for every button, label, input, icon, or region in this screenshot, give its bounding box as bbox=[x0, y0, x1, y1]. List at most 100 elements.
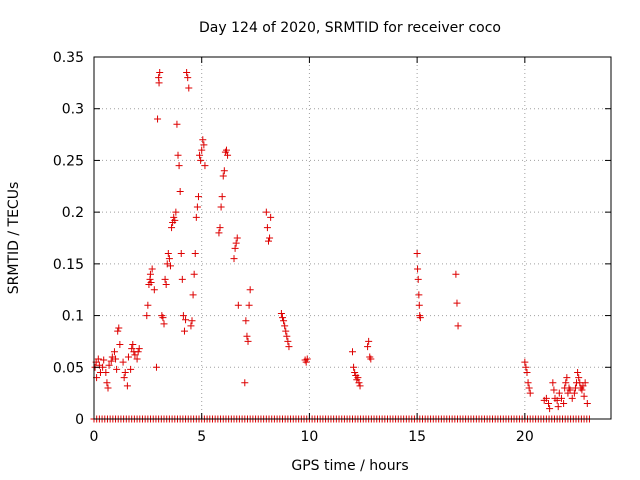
data-point bbox=[94, 355, 102, 363]
data-point bbox=[580, 392, 588, 400]
data-point bbox=[99, 363, 107, 371]
data-point bbox=[413, 250, 421, 258]
data-point bbox=[171, 216, 179, 224]
data-point bbox=[563, 374, 571, 382]
data-point bbox=[127, 365, 135, 373]
data-point bbox=[134, 348, 142, 356]
data-point bbox=[178, 275, 186, 283]
data-point bbox=[553, 396, 561, 404]
data-point bbox=[193, 203, 201, 211]
data-point bbox=[198, 146, 206, 154]
data-point bbox=[147, 278, 155, 286]
data-point bbox=[581, 379, 589, 387]
data-point bbox=[200, 141, 208, 149]
data-point bbox=[107, 357, 115, 365]
data-point bbox=[174, 151, 182, 159]
data-point bbox=[177, 250, 185, 258]
data-point bbox=[168, 224, 176, 232]
data-point bbox=[152, 363, 160, 371]
data-point bbox=[453, 299, 461, 307]
data-point bbox=[194, 193, 202, 201]
data-point bbox=[349, 348, 356, 356]
data-point bbox=[183, 69, 191, 77]
data-point bbox=[550, 386, 558, 394]
x-tick-label: 10 bbox=[301, 429, 319, 445]
data-point bbox=[351, 368, 359, 376]
data-point bbox=[415, 291, 423, 299]
data-point bbox=[164, 250, 172, 258]
data-point bbox=[196, 151, 204, 159]
data-point bbox=[187, 322, 195, 330]
data-point bbox=[570, 389, 578, 397]
data-point bbox=[103, 379, 111, 387]
data-point bbox=[129, 341, 137, 349]
data-point bbox=[124, 353, 132, 361]
data-point bbox=[175, 162, 183, 170]
data-point bbox=[131, 351, 139, 359]
axis-ticks bbox=[93, 56, 611, 420]
data-point bbox=[350, 363, 358, 371]
y-tick-labels: 0 0.05 0.1 0.15 0.2 0.25 0.3 0.35 bbox=[53, 50, 84, 428]
data-point bbox=[113, 365, 121, 373]
data-point bbox=[159, 314, 167, 322]
data-point bbox=[230, 255, 238, 263]
data-point bbox=[355, 379, 363, 387]
chart-title: Day 124 of 2020, SRMTID for receiver coc… bbox=[199, 20, 501, 36]
data-point bbox=[218, 193, 226, 201]
data-point bbox=[263, 224, 271, 232]
data-point bbox=[575, 374, 583, 382]
data-point bbox=[231, 244, 239, 252]
data-point bbox=[578, 386, 586, 394]
data-point bbox=[542, 394, 550, 402]
data-point bbox=[191, 250, 199, 258]
data-point bbox=[110, 348, 118, 356]
data-point bbox=[119, 358, 127, 366]
data-point bbox=[262, 208, 270, 216]
grid-lines bbox=[94, 57, 611, 419]
data-point bbox=[549, 379, 557, 387]
data-point bbox=[522, 363, 530, 371]
data-point bbox=[364, 343, 372, 351]
data-point bbox=[215, 229, 223, 237]
y-tick-label: 0.2 bbox=[62, 205, 84, 221]
data-point bbox=[104, 384, 112, 392]
data-point bbox=[216, 224, 224, 232]
data-point bbox=[523, 368, 531, 376]
data-point bbox=[155, 79, 163, 87]
data-point bbox=[220, 167, 228, 175]
data-point bbox=[241, 379, 249, 387]
data-point bbox=[180, 327, 188, 335]
data-point bbox=[554, 403, 562, 411]
y-tick-label: 0.25 bbox=[53, 153, 84, 169]
data-point bbox=[356, 382, 364, 390]
data-point bbox=[365, 337, 373, 345]
data-point bbox=[562, 379, 570, 387]
data-point bbox=[123, 382, 131, 390]
x-tick-label: 15 bbox=[408, 429, 426, 445]
x-axis-label: GPS time / hours bbox=[291, 458, 408, 474]
y-tick-label: 0 bbox=[75, 412, 84, 428]
data-point bbox=[184, 74, 192, 82]
data-point bbox=[160, 320, 168, 328]
data-point bbox=[415, 301, 423, 309]
data-point bbox=[233, 234, 241, 242]
data-point bbox=[165, 255, 173, 263]
data-point bbox=[121, 368, 129, 376]
data-point bbox=[244, 337, 252, 345]
data-point bbox=[574, 368, 582, 376]
data-point bbox=[190, 270, 198, 278]
x-tick-label: 5 bbox=[197, 429, 206, 445]
data-point bbox=[185, 84, 193, 92]
data-point bbox=[302, 358, 310, 366]
data-point bbox=[284, 337, 292, 345]
data-point bbox=[188, 317, 196, 325]
data-point bbox=[242, 317, 250, 325]
data-point bbox=[146, 270, 154, 278]
data-point bbox=[282, 327, 290, 335]
data-point bbox=[114, 327, 122, 335]
data-point bbox=[201, 162, 209, 170]
data-point bbox=[303, 355, 311, 363]
data-point bbox=[172, 208, 180, 216]
plot-frame bbox=[93, 56, 612, 420]
data-point bbox=[176, 187, 184, 195]
